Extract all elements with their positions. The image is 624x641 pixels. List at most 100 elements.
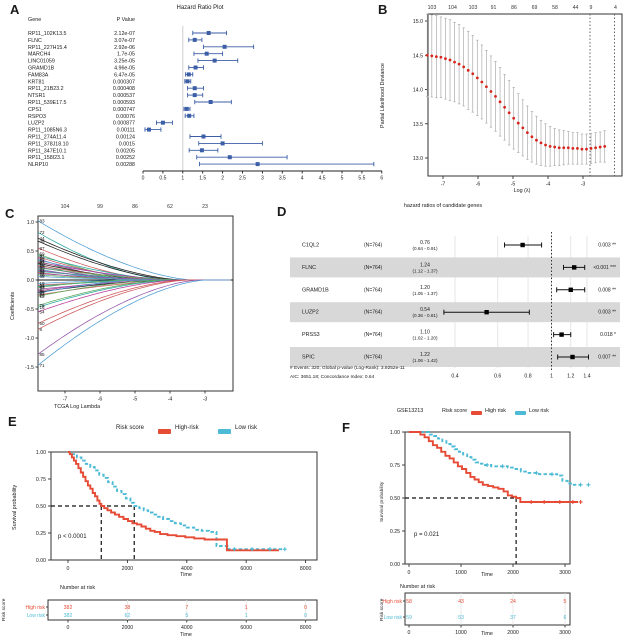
panel-e-risk-table-title: Number at risk xyxy=(60,585,96,591)
svg-text:0.00205: 0.00205 xyxy=(116,148,135,154)
svg-text:LUZP2: LUZP2 xyxy=(28,121,45,127)
svg-text:72: 72 xyxy=(40,230,46,235)
svg-text:1.4: 1.4 xyxy=(583,374,590,380)
svg-text:0.003 **: 0.003 ** xyxy=(598,243,616,249)
svg-text:RP11_102K13.5: RP11_102K13.5 xyxy=(28,31,67,37)
panel-a-title: Hazard Ratio Plot xyxy=(176,5,224,11)
svg-text:SPIC: SPIC xyxy=(302,355,315,361)
svg-text:22: 22 xyxy=(40,257,46,262)
svg-text:0.00252: 0.00252 xyxy=(116,155,135,161)
svg-text:1.2: 1.2 xyxy=(567,374,574,380)
panel-e-legend-low-label: Low risk xyxy=(235,425,258,431)
svg-text:1.22: 1.22 xyxy=(420,352,430,358)
svg-text:KRT81: KRT81 xyxy=(28,79,44,85)
panel-e-y-axis-label: Survival probability xyxy=(12,484,18,530)
svg-text:50: 50 xyxy=(40,321,46,326)
low-risk-legend-swatch xyxy=(218,429,231,434)
panel-e-label: E xyxy=(8,414,17,429)
svg-text:(1.06 - 1.42): (1.06 - 1.42) xyxy=(412,358,437,363)
svg-text:2.5: 2.5 xyxy=(239,176,246,182)
svg-text:25: 25 xyxy=(40,293,46,298)
panel-f-risk-y-label: Risk score xyxy=(380,598,385,621)
svg-text:41: 41 xyxy=(40,260,46,265)
svg-text:14.0: 14.0 xyxy=(413,88,423,94)
svg-text:8000: 8000 xyxy=(300,625,312,631)
svg-text:0.008 **: 0.008 ** xyxy=(598,287,616,293)
panel-c-caption: TCGA Log Lambda xyxy=(54,404,101,410)
svg-text:(1.12 - 1.37): (1.12 - 1.37) xyxy=(412,268,437,273)
panel-f: 0.00 0.25 0.50 0.75 1.00 0 1000 2000 3000 High ri… xyxy=(322,400,624,641)
svg-text:4: 4 xyxy=(301,176,304,182)
svg-text:-5: -5 xyxy=(511,182,516,188)
svg-text:382: 382 xyxy=(64,613,73,619)
svg-text:High risk: High risk xyxy=(383,599,403,605)
svg-text:(N=764): (N=764) xyxy=(364,355,383,361)
svg-text:44: 44 xyxy=(40,236,46,241)
svg-text:93: 93 xyxy=(40,285,46,290)
panel-e-risk-x-label: Time xyxy=(180,632,192,638)
svg-text:3.25e-05: 3.25e-05 xyxy=(114,59,135,65)
svg-text:90: 90 xyxy=(40,262,46,267)
svg-text:14.5: 14.5 xyxy=(413,53,423,59)
svg-text:RP11_21B23.2: RP11_21B23.2 xyxy=(28,86,64,92)
svg-text:16: 16 xyxy=(40,305,46,310)
svg-text:-6: -6 xyxy=(98,397,103,403)
svg-text:(1.02 - 1.20): (1.02 - 1.20) xyxy=(412,336,437,341)
high-risk-legend-swatch xyxy=(158,429,171,434)
panel-f-title: GSE13213 xyxy=(396,408,424,414)
svg-text:58: 58 xyxy=(552,5,558,11)
svg-text:FLNC: FLNC xyxy=(28,38,42,44)
svg-text:1.20: 1.20 xyxy=(420,285,430,291)
svg-text:13.0: 13.0 xyxy=(413,156,423,162)
svg-text:1: 1 xyxy=(181,176,184,182)
svg-text:1.24: 1.24 xyxy=(420,262,430,268)
svg-text:0.00: 0.00 xyxy=(36,558,46,564)
svg-text:1000: 1000 xyxy=(455,570,467,576)
svg-text:78: 78 xyxy=(40,303,46,308)
svg-text:MARCH4: MARCH4 xyxy=(28,52,50,58)
svg-text:0: 0 xyxy=(408,570,411,576)
svg-text:4000: 4000 xyxy=(181,566,193,572)
svg-text:71: 71 xyxy=(40,363,46,368)
svg-text:99: 99 xyxy=(40,269,46,274)
svg-text:86: 86 xyxy=(511,5,517,11)
svg-text:8000: 8000 xyxy=(300,566,312,572)
svg-text:24: 24 xyxy=(510,599,516,605)
svg-text:3.5: 3.5 xyxy=(279,176,286,182)
svg-text:9: 9 xyxy=(590,5,593,11)
svg-text:0.018 *: 0.018 * xyxy=(600,332,616,338)
panel-f-legend-low-label: Low risk xyxy=(529,408,549,414)
column-header-gene: Gene xyxy=(28,17,42,23)
lasso-coefficients-plot: 104 99 86 62 23 1.0 0.5 0.0 -0.5 -1.0 -1.5 -7 -6 -5 -4… xyxy=(25,204,234,403)
svg-text:2000: 2000 xyxy=(122,566,134,572)
panel-c: 104 99 86 62 23 1.0 0.5 0.0 -0.5 -1.0 -1.5 -7 -6 -5 -4… xyxy=(2,198,270,422)
svg-text:0.003 **: 0.003 ** xyxy=(598,310,616,316)
svg-text:CPS1: CPS1 xyxy=(28,107,42,113)
svg-text:0.75: 0.75 xyxy=(36,477,46,483)
svg-text:2: 2 xyxy=(40,261,43,266)
panel-d-footer-line2: AIC: 3651.18; Concordance Index: 0.64 xyxy=(290,375,375,380)
svg-text:1.10: 1.10 xyxy=(420,330,430,336)
svg-text:15.0: 15.0 xyxy=(413,19,423,25)
svg-text:19: 19 xyxy=(40,281,46,286)
svg-text:0.000537: 0.000537 xyxy=(113,93,135,99)
svg-text:68: 68 xyxy=(40,264,46,269)
svg-text:11: 11 xyxy=(40,271,45,276)
svg-text:59: 59 xyxy=(40,252,46,257)
svg-text:104: 104 xyxy=(61,204,70,210)
panel-f-p-value: p = 0.021 xyxy=(414,532,440,538)
svg-text:0.00: 0.00 xyxy=(390,562,400,568)
panel-f-risk-table-title: Number at risk xyxy=(400,584,436,590)
svg-text:2.12e-07: 2.12e-07 xyxy=(114,31,135,37)
svg-text:3.07e-07: 3.07e-07 xyxy=(114,38,135,44)
svg-text:-4: -4 xyxy=(168,397,173,403)
svg-text:2000: 2000 xyxy=(507,630,519,636)
svg-text:0.5: 0.5 xyxy=(27,249,34,255)
svg-text:33: 33 xyxy=(40,266,46,271)
svg-text:54: 54 xyxy=(40,310,46,315)
svg-text:-3: -3 xyxy=(203,397,208,403)
panel-d-title: hazard ratios of candidate genes xyxy=(403,203,483,209)
svg-text:2000: 2000 xyxy=(122,625,134,631)
panel-d-footer-line1: # Events: 320; Global p-value (Log-Rank)… xyxy=(290,366,405,371)
svg-text:1.0: 1.0 xyxy=(27,220,34,226)
